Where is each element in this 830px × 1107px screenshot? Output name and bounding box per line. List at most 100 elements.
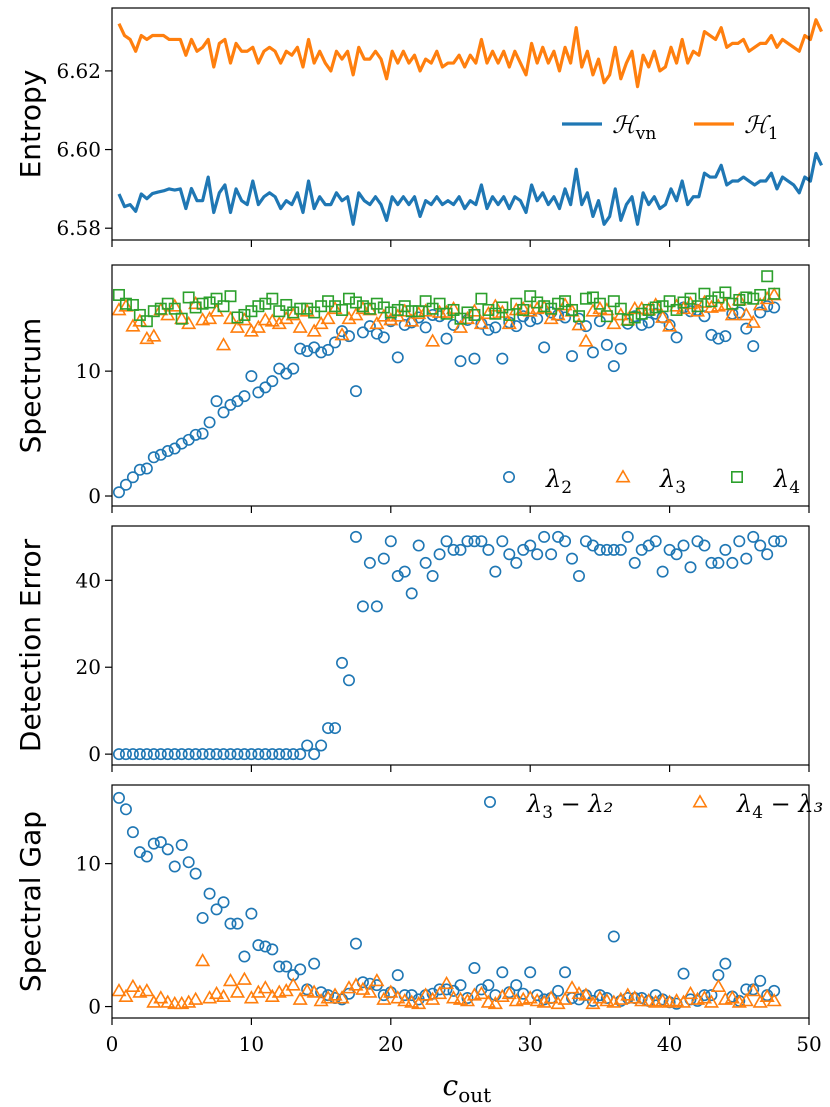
point-lambda_4 — [217, 300, 230, 313]
point-lambda3_minus_lambda2 — [252, 939, 265, 952]
y-axis-label: Entropy — [14, 70, 47, 179]
point-lambda_2 — [705, 328, 718, 341]
point-lambda3_minus_lambda2 — [210, 903, 223, 916]
point-lambda_3 — [438, 304, 455, 318]
point-lambda_4 — [349, 296, 362, 309]
point-lambda_4 — [419, 295, 432, 308]
point-lambda_2 — [607, 360, 620, 373]
point-lambda4_minus_lambda3 — [404, 994, 420, 1008]
point-detection_error — [726, 556, 739, 569]
point-lambda4_minus_lambda3 — [620, 987, 636, 1001]
legend-marker — [730, 470, 743, 483]
legend-label: ℋ1 — [744, 111, 779, 144]
point-lambda4_minus_lambda3 — [285, 977, 301, 991]
point-lambda3_minus_lambda2 — [224, 917, 237, 930]
point-detection_error — [614, 543, 627, 556]
point-lambda_2 — [168, 442, 181, 455]
entropy-panel: 6.58 6.60 6.62 Entropy ℋvn ℋ1 — [14, 7, 823, 247]
point-lambda_4 — [112, 288, 125, 301]
point-lambda3_minus_lambda2 — [524, 966, 537, 979]
point-lambda_3 — [592, 300, 608, 315]
y-tick-label: 6.62 — [56, 59, 101, 83]
point-detection_error — [670, 548, 683, 561]
point-lambda4_minus_lambda3 — [452, 991, 469, 1005]
point-lambda_2 — [426, 308, 439, 321]
point-lambda4_minus_lambda3 — [292, 991, 308, 1005]
point-detection_error — [377, 552, 390, 565]
point-lambda_4 — [412, 305, 425, 318]
point-lambda_2 — [238, 390, 251, 403]
point-lambda_2 — [635, 318, 648, 331]
point-detection_error — [112, 748, 125, 761]
spectral-gap-panel: 0 10 0 10 20 30 40 50 cout Spectral Gap λ3 − λ₂ λ4 … — [14, 784, 823, 1107]
point-detection_error — [217, 748, 230, 761]
point-lambda3_minus_lambda2 — [259, 940, 272, 953]
point-lambda_2 — [147, 451, 160, 464]
point-lambda_4 — [621, 313, 634, 326]
point-detection_error — [294, 748, 307, 761]
point-lambda_3 — [146, 328, 162, 342]
point-lambda_4 — [433, 297, 446, 310]
point-lambda4_minus_lambda3 — [208, 985, 225, 1000]
point-lambda_4 — [475, 292, 488, 305]
point-detection_error — [649, 535, 662, 548]
point-detection_error — [719, 543, 732, 556]
point-lambda_4 — [531, 296, 544, 309]
point-detection_error — [628, 556, 641, 569]
point-lambda_3 — [306, 323, 322, 337]
point-lambda_4 — [384, 306, 397, 319]
point-lambda_2 — [559, 311, 572, 324]
point-lambda_3 — [689, 303, 706, 317]
point-lambda_3 — [425, 333, 441, 347]
y-tick-label: 40 — [76, 568, 101, 592]
point-lambda_4 — [405, 305, 418, 318]
point-lambda_3 — [299, 303, 315, 317]
legend-marker — [502, 470, 515, 483]
point-lambda_3 — [320, 310, 336, 325]
point-lambda4_minus_lambda3 — [766, 993, 782, 1007]
point-lambda4_minus_lambda3 — [703, 994, 719, 1008]
point-lambda4_minus_lambda3 — [376, 991, 392, 1005]
point-lambda_2 — [210, 395, 223, 408]
point-lambda_3 — [543, 310, 559, 325]
point-lambda_3 — [222, 310, 239, 325]
point-lambda_4 — [649, 301, 662, 314]
point-lambda_4 — [238, 308, 251, 321]
line-H_vn — [117, 151, 823, 226]
point-lambda4_minus_lambda3 — [195, 953, 211, 967]
point-lambda_4 — [329, 300, 342, 313]
point-lambda_4 — [489, 307, 502, 320]
legend-label: λ3 − λ₂ — [526, 790, 613, 823]
point-detection_error — [398, 565, 411, 578]
point-lambda_4 — [119, 297, 132, 310]
point-lambda4_minus_lambda3 — [188, 991, 204, 1005]
point-detection_error — [510, 556, 523, 569]
x-tick-label: 20 — [378, 1032, 403, 1056]
point-lambda_3 — [578, 333, 594, 347]
point-lambda_4 — [733, 293, 746, 306]
point-detection_error — [698, 539, 711, 552]
point-lambda3_minus_lambda2 — [245, 907, 258, 920]
point-lambda_3 — [215, 337, 232, 351]
point-lambda_2 — [510, 320, 523, 333]
point-lambda_4 — [524, 290, 537, 303]
point-lambda_2 — [586, 346, 599, 359]
line-H_1 — [117, 18, 823, 89]
y-axis-label: Spectrum — [14, 318, 47, 454]
point-lambda3_minus_lambda2 — [140, 850, 153, 863]
point-lambda4_minus_lambda3 — [327, 987, 343, 1001]
point-lambda4_minus_lambda3 — [571, 985, 587, 1000]
point-detection_error — [433, 548, 446, 561]
point-detection_error — [496, 535, 509, 548]
point-detection_error — [545, 548, 558, 561]
point-lambda4_minus_lambda3 — [578, 987, 594, 1001]
point-lambda_4 — [691, 300, 704, 313]
point-lambda3_minus_lambda2 — [607, 930, 620, 943]
point-lambda_4 — [287, 306, 300, 319]
point-lambda_2 — [356, 326, 369, 339]
point-detection_error — [161, 748, 174, 761]
point-lambda_3 — [759, 290, 775, 305]
point-detection_error — [252, 748, 265, 761]
point-lambda_2 — [140, 462, 153, 475]
point-lambda4_minus_lambda3 — [369, 973, 385, 987]
